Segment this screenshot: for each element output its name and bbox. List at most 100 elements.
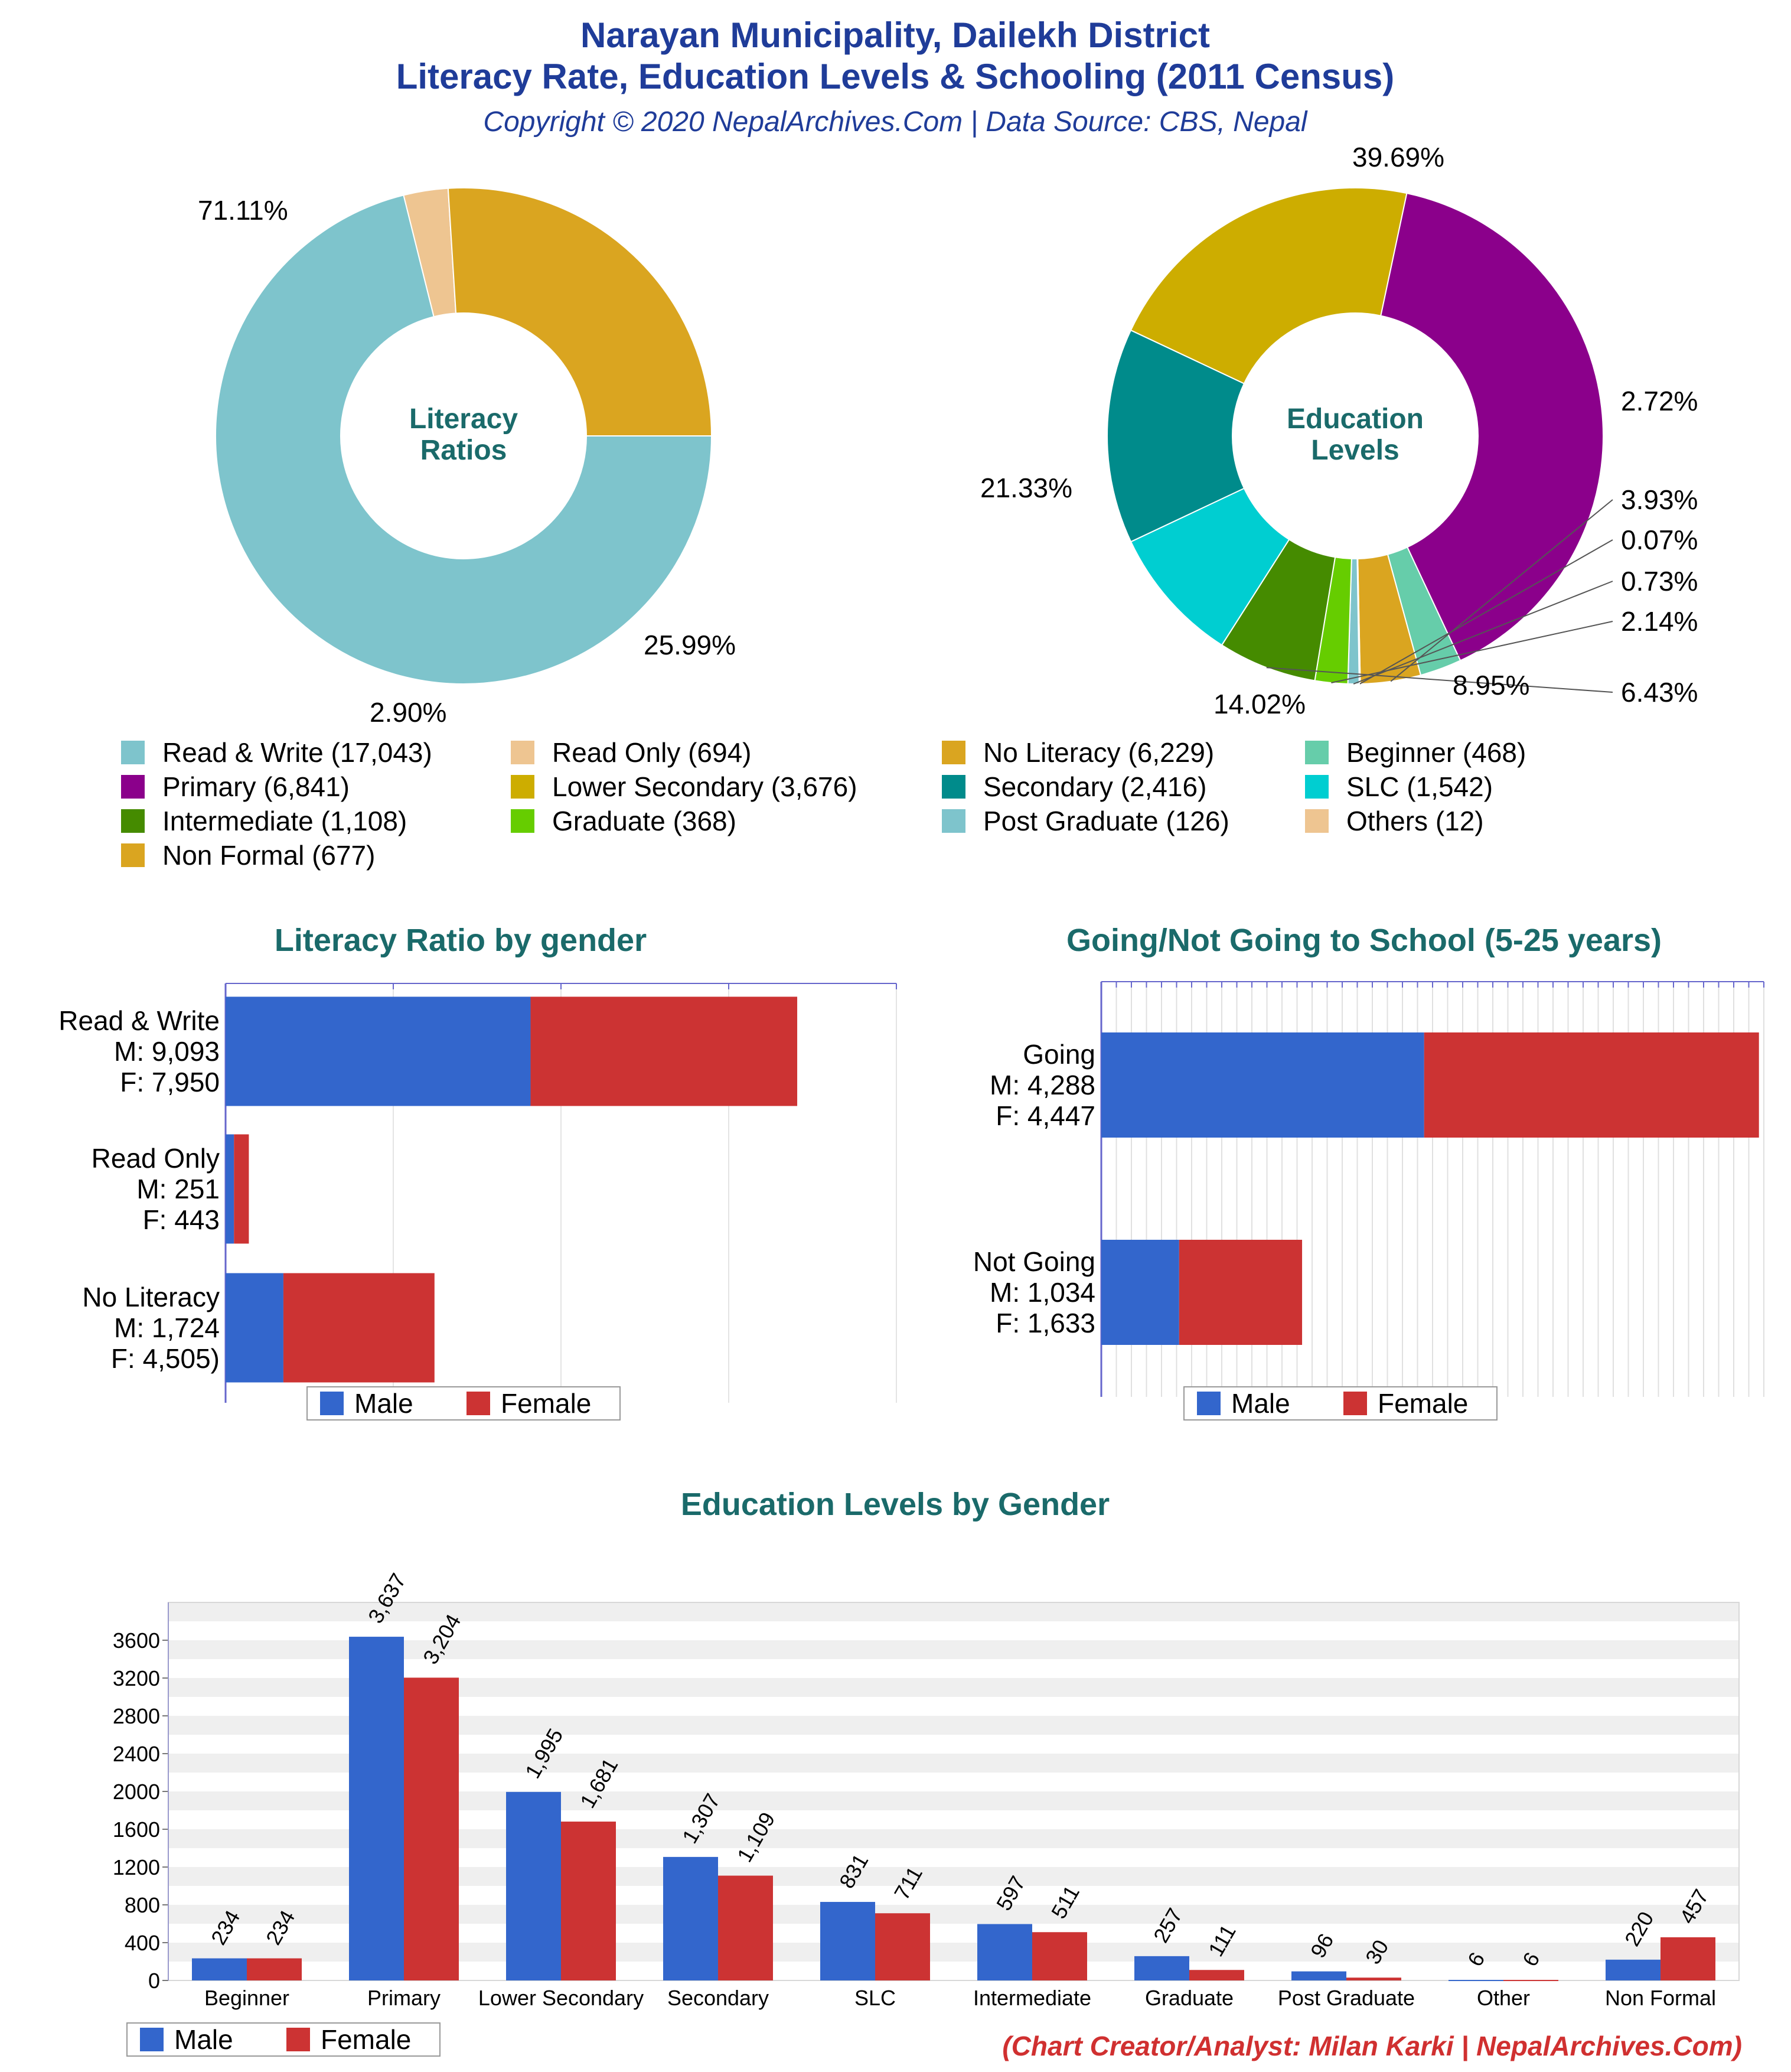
legend-box xyxy=(126,2022,441,2057)
education-levels-donut: 39.69% 2.72% 3.93% 0.07% 0.73% 2.14% 6.43% 8.95… xyxy=(980,142,1698,719)
x-tick-label-non-formal: Non Formal xyxy=(1605,1986,1716,2010)
category-label-read-only-2: F: 443 xyxy=(143,1204,220,1235)
y-tick-label-2000: 2000 xyxy=(113,1780,160,1804)
legend-swatch-lower-secondary-3-676 xyxy=(511,775,534,799)
legend-label-beginner-468: Beginner (468) xyxy=(1346,737,1526,768)
x-tick-label-slc: SLC xyxy=(854,1986,896,2010)
credit-line: (Chart Creator/Analyst: Milan Karki | Ne… xyxy=(1002,2031,1742,2061)
bar-male-read-only xyxy=(226,1134,234,1244)
bar-male-going xyxy=(1101,1032,1424,1138)
bar-female-no-literacy xyxy=(283,1273,435,1383)
legend-swatch-others-12 xyxy=(1305,809,1329,833)
slice-label-primary: 39.69% xyxy=(1352,142,1444,172)
legend-label-post-graduate-126: Post Graduate (126) xyxy=(983,806,1229,836)
legend-label-read-only-694: Read Only (694) xyxy=(552,737,752,768)
slice-label-read-write: 71.11% xyxy=(198,195,288,226)
legend-label-lower-secondary-3-676: Lower Secondary (3,676) xyxy=(552,771,857,802)
x-tick-label-lower-secondary: Lower Secondary xyxy=(478,1986,644,2010)
legend-swatch-female xyxy=(466,1392,490,1415)
legend-box xyxy=(306,1386,621,1421)
bar-male-secondary xyxy=(663,1856,718,1980)
category-label-no-literacy-0: No Literacy xyxy=(82,1282,220,1312)
category-label-going-1: M: 4,288 xyxy=(990,1070,1095,1100)
bar-male-beginner xyxy=(192,1958,247,1980)
slice-label-others: 0.07% xyxy=(1621,524,1698,555)
legend-swatch-slc-1-542 xyxy=(1305,775,1329,799)
bar-female-going xyxy=(1424,1032,1759,1138)
grid-band xyxy=(168,1602,1739,1621)
x-tick-label-post-graduate: Post Graduate xyxy=(1278,1986,1415,2010)
legend-label-others-12: Others (12) xyxy=(1346,806,1484,836)
y-tick-label-2400: 2400 xyxy=(113,1742,160,1766)
y-tick-label-800: 800 xyxy=(125,1893,160,1917)
slice-label-graduate: 2.14% xyxy=(1621,606,1698,637)
category-label-not-going-1: M: 1,034 xyxy=(990,1277,1095,1308)
bar-male-lower-secondary xyxy=(506,1791,561,1980)
bar-male-graduate xyxy=(1134,1956,1189,1980)
education-by-gender-title: Education Levels by Gender xyxy=(681,1487,1110,1522)
legend-swatch-female xyxy=(286,2028,310,2051)
y-tick-label-400: 400 xyxy=(125,1931,160,1955)
bar-male-no-literacy xyxy=(226,1273,283,1383)
legend-label-read-write-17-043: Read & Write (17,043) xyxy=(162,737,432,768)
legend-swatch-beginner-468 xyxy=(1305,741,1329,764)
legend-swatch-no-literacy-6-229 xyxy=(942,741,965,764)
leader-line-graduate xyxy=(1331,621,1613,684)
bar-female-post-graduate xyxy=(1346,1977,1401,1980)
x-tick-label-graduate: Graduate xyxy=(1145,1986,1234,2010)
slice-label-slc: 8.95% xyxy=(1453,670,1529,701)
legend-swatch-male xyxy=(1197,1392,1221,1415)
legend-swatch-read-write-17-043 xyxy=(121,741,145,764)
legend-swatch-graduate-368 xyxy=(511,809,534,833)
data-label-male-slc: 831 xyxy=(834,1850,873,1893)
bar-male-primary xyxy=(349,1637,404,1980)
category-label-read-write-1: M: 9,093 xyxy=(114,1036,220,1067)
leader-line-post-graduate xyxy=(1353,581,1613,685)
bar-female-beginner xyxy=(247,1958,302,1980)
category-label-no-literacy-2: F: 4,505) xyxy=(111,1343,220,1374)
slice-label-secondary: 14.02% xyxy=(1213,689,1306,719)
bar-female-primary xyxy=(404,1677,459,1980)
bar-female-read-write xyxy=(530,996,798,1106)
category-label-going-2: F: 4,447 xyxy=(996,1100,1095,1131)
bar-female-intermediate xyxy=(1032,1932,1087,1980)
bar-male-non-formal xyxy=(1606,1959,1660,1980)
legend-swatch-secondary-2-416 xyxy=(942,775,965,799)
bar-male-slc xyxy=(820,1902,875,1980)
title-line-2: Literacy Rate, Education Levels & School… xyxy=(396,57,1395,96)
legend-label-female: Female xyxy=(501,1388,591,1419)
donut2-center-line2: Levels xyxy=(1311,435,1399,466)
legend-swatch-intermediate-1-108 xyxy=(121,809,145,833)
y-tick-label-1200: 1200 xyxy=(113,1855,160,1879)
x-tick-label-secondary: Secondary xyxy=(667,1986,769,2010)
legend-swatch-non-formal-677 xyxy=(121,843,145,867)
y-tick-label-3200: 3200 xyxy=(113,1666,160,1690)
donut-hole xyxy=(341,313,586,559)
legend-swatch-male xyxy=(320,1392,344,1415)
bar-male-intermediate xyxy=(977,1924,1032,1980)
category-label-not-going-2: F: 1,633 xyxy=(996,1308,1095,1338)
bar-female-read-only xyxy=(234,1134,249,1244)
legend-label-male: Male xyxy=(1231,1388,1290,1419)
bar-male-other xyxy=(1449,1980,1503,1982)
category-label-going-0: Going xyxy=(1023,1039,1095,1070)
school-attendance-title: Going/Not Going to School (5-25 years) xyxy=(1066,923,1662,958)
literacy-by-gender-title: Literacy Ratio by gender xyxy=(275,923,647,958)
copyright-line: Copyright © 2020 NepalArchives.Com | Dat… xyxy=(483,106,1307,138)
grid-band xyxy=(168,1640,1739,1659)
literacy-ratio-donut: 71.11% 2.90% 25.99% xyxy=(198,187,736,728)
leader-line-intermediate xyxy=(1266,667,1613,693)
y-tick-label-3600: 3600 xyxy=(113,1628,160,1653)
x-tick-label-primary: Primary xyxy=(367,1986,441,2010)
legend-label-secondary-2-416: Secondary (2,416) xyxy=(983,771,1206,802)
bar-female-lower-secondary xyxy=(561,1822,616,1980)
bar-female-secondary xyxy=(718,1875,773,1980)
y-tick-label-0: 0 xyxy=(148,1969,160,1993)
category-label-read-write-2: F: 7,950 xyxy=(120,1067,220,1097)
legend-label-no-literacy-6-229: No Literacy (6,229) xyxy=(983,737,1214,768)
category-label-read-write-0: Read & Write xyxy=(58,1005,220,1036)
